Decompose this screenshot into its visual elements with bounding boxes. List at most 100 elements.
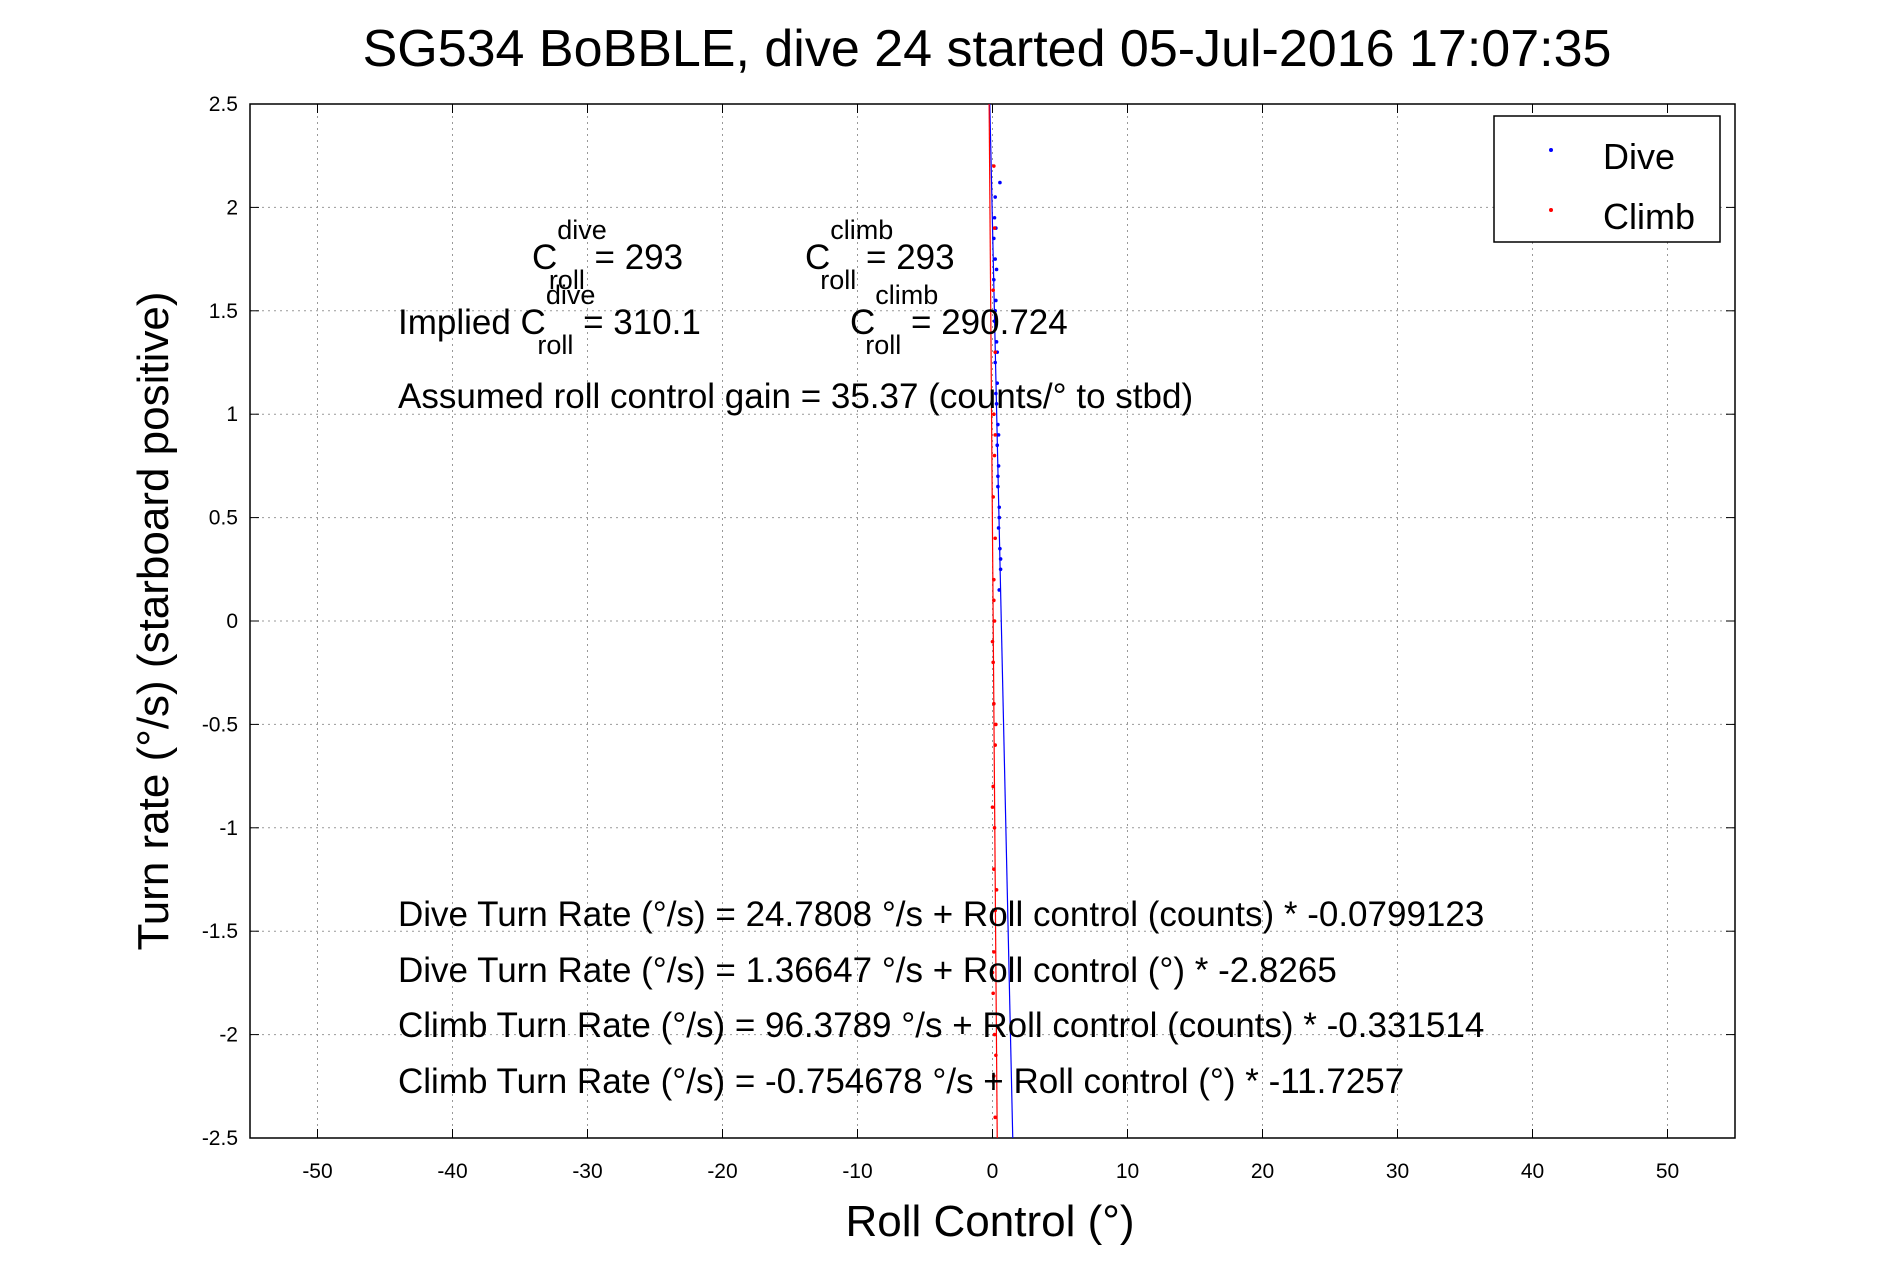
data-point-dive — [992, 277, 996, 282]
y-axis: -2.5 -2 -1.5 -1 -0.5 0 0.5 1 1.5 2 2.5 — [202, 93, 1735, 1150]
data-point-dive — [996, 464, 1001, 468]
data-point-dive — [996, 433, 1001, 437]
data-point-climb — [992, 1032, 997, 1037]
data-point-climb — [992, 826, 997, 830]
series-dive — [989, 103, 1014, 1139]
data-point-climb — [991, 495, 995, 499]
data-point-dive — [992, 236, 996, 241]
data-point-climb — [993, 350, 997, 354]
x-tick-label: 50 — [1656, 1160, 1679, 1183]
data-point-dive — [995, 381, 1000, 385]
x-tick-label: -50 — [302, 1160, 332, 1183]
y-axis-label: Turn rate (°/s) (starboard positive) — [129, 291, 178, 950]
data-point-climb — [991, 991, 995, 996]
data-point-climb — [991, 288, 995, 292]
y-tick-label: -1.5 — [202, 920, 238, 943]
x-tick-label: -20 — [707, 1160, 737, 1183]
data-point-dive — [994, 391, 998, 396]
data-point-climb — [990, 639, 995, 644]
data-point-climb — [992, 867, 996, 871]
series-layer — [988, 103, 1014, 1139]
data-point-dive — [993, 257, 997, 261]
data-point-climb — [992, 619, 997, 623]
y-tick-label: 1.5 — [209, 300, 238, 323]
fit-line-dive — [989, 103, 1014, 1139]
x-tick-label: 20 — [1251, 1160, 1274, 1183]
data-point-climb — [992, 577, 996, 582]
x-tick-label: -40 — [437, 1160, 467, 1183]
data-point-dive — [997, 505, 1002, 510]
data-point-climb — [992, 598, 996, 603]
data-point-dive — [994, 298, 998, 303]
equation-3: Climb Turn Rate (°/s) = 96.3789 °/s + Ro… — [398, 1006, 1484, 1045]
data-point-dive — [992, 319, 997, 323]
y-tick-label: 0 — [226, 610, 238, 633]
data-point-dive — [995, 443, 1000, 448]
data-point-climb — [994, 888, 999, 892]
gain-annotation: Assumed roll control gain = 35.37 (count… — [398, 377, 1193, 416]
data-point-dive — [996, 484, 1000, 489]
data-point-dive — [994, 267, 999, 272]
data-point-dive — [998, 557, 1003, 561]
x-tick-label: 0 — [987, 1160, 999, 1183]
data-point-climb — [991, 784, 995, 789]
legend-box — [1493, 115, 1721, 243]
data-point-dive — [997, 588, 1002, 592]
data-point-dive — [993, 195, 997, 199]
data-point-climb — [993, 433, 997, 437]
legend-marker-dive — [1549, 148, 1553, 152]
x-tick-label: -10 — [842, 1160, 872, 1183]
data-point-climb — [992, 453, 997, 458]
data-point-climb — [992, 412, 996, 417]
data-point-dive — [992, 215, 997, 220]
data-point-climb — [992, 950, 996, 954]
x-tick-label: 40 — [1521, 1160, 1544, 1183]
legend: Dive Climb — [1493, 115, 1721, 243]
data-point-climb — [993, 908, 997, 913]
data-point-climb — [990, 970, 995, 975]
x-tick-label: 10 — [1116, 1160, 1139, 1183]
legend-label-dive: Dive — [1603, 136, 1675, 177]
data-point-climb — [993, 743, 997, 747]
annotations: Cdive roll = 293 Cclimb roll = 293 Implied… — [398, 215, 1484, 1101]
data-point-climb — [991, 660, 995, 665]
equation-1: Dive Turn Rate (°/s) = 24.7808 °/s + Rol… — [398, 895, 1484, 934]
legend-marker-climb — [1549, 208, 1553, 212]
chart-title: SG534 BoBBLE, dive 24 started 05-Jul-201… — [363, 20, 1612, 78]
c-roll-climb-annotation: Cclimb roll = 293 — [805, 215, 955, 295]
x-axis-label: Roll Control (°) — [846, 1197, 1135, 1246]
data-point-dive — [998, 567, 1003, 572]
y-tick-label: 2 — [226, 196, 238, 219]
y-tick-label: 1 — [226, 403, 238, 426]
data-point-dive — [994, 402, 999, 406]
equation-2: Dive Turn Rate (°/s) = 1.36647 °/s + Rol… — [398, 951, 1337, 990]
data-point-dive — [998, 546, 1002, 551]
data-point-dive — [994, 340, 999, 344]
implied-dive-annotation: Implied Cdive roll = 310.1 — [398, 280, 701, 360]
data-point-dive — [996, 474, 1000, 479]
data-point-climb — [994, 722, 998, 727]
data-point-dive — [996, 422, 1000, 427]
implied-climb-annotation: Cclimb roll = 290.724 — [850, 280, 1068, 360]
y-tick-label: -2.5 — [202, 1127, 238, 1150]
data-point-climb — [992, 164, 996, 168]
c-roll-dive-annotation: Cdive roll = 293 — [532, 215, 683, 295]
series-climb — [988, 103, 999, 1139]
y-tick-label: 0.5 — [209, 507, 238, 530]
data-point-dive — [996, 526, 1001, 530]
x-axis: -50 -40 -30 -20 -10 0 10 20 30 40 50 — [302, 104, 1679, 1183]
y-tick-label: -1 — [219, 817, 238, 840]
data-point-climb — [992, 1074, 996, 1078]
data-point-climb — [994, 1053, 998, 1058]
legend-label-climb: Climb — [1603, 196, 1695, 237]
y-tick-label: 2.5 — [209, 93, 238, 116]
data-point-climb — [992, 226, 997, 230]
y-tick-label: -0.5 — [202, 713, 238, 736]
x-tick-label: 30 — [1386, 1160, 1409, 1183]
data-point-dive — [993, 360, 997, 365]
equation-4: Climb Turn Rate (°/s) = -0.754678 °/s + … — [398, 1062, 1404, 1101]
data-point-climb — [993, 1115, 997, 1120]
x-tick-label: -30 — [572, 1160, 602, 1183]
y-tick-label: -2 — [219, 1024, 238, 1047]
